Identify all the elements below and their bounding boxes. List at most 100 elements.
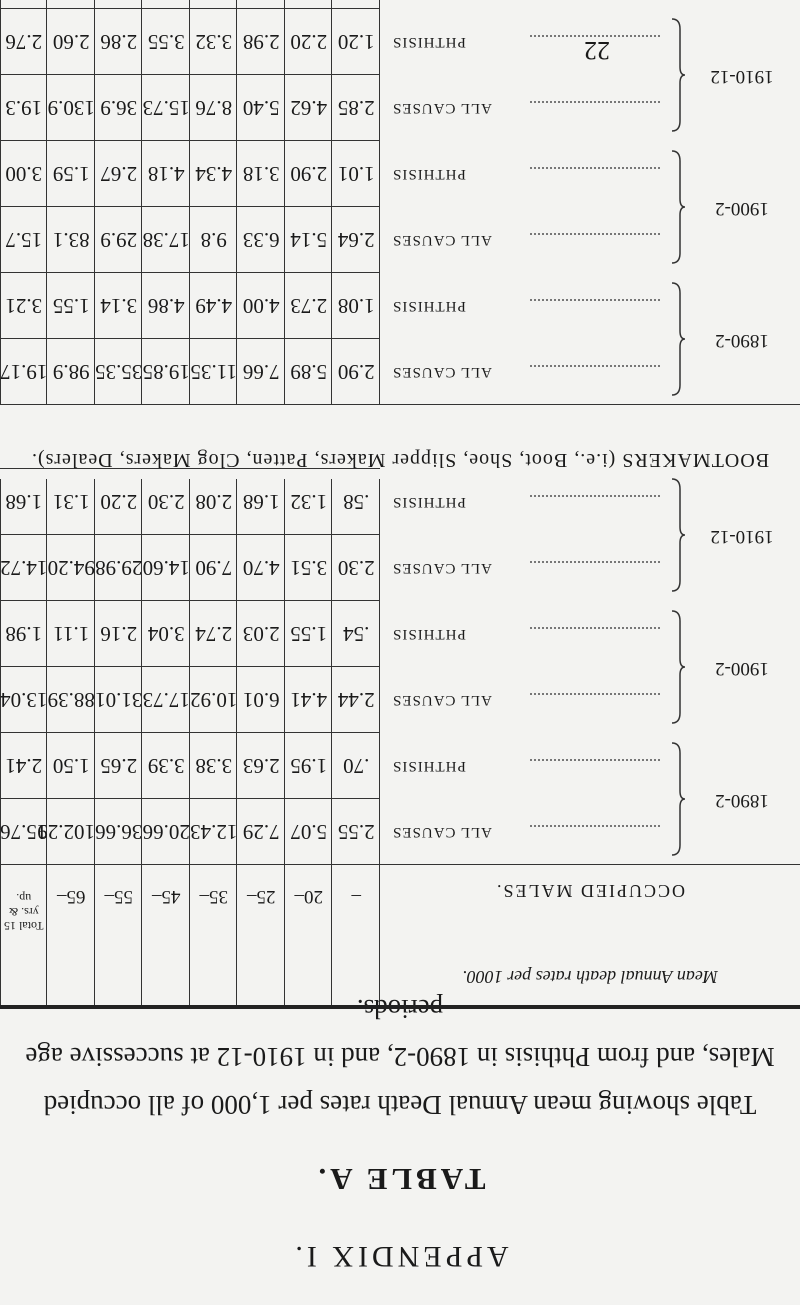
rate-cell: 3.04 bbox=[147, 622, 185, 646]
dot-leader bbox=[530, 495, 660, 497]
rate-cell: 2.85 bbox=[337, 96, 375, 120]
column-header: 45– bbox=[152, 886, 181, 907]
rate-cell: 5.07 bbox=[290, 820, 328, 844]
rate-cell: 1.95 bbox=[290, 754, 328, 778]
rate-cell: 6.33 bbox=[242, 228, 280, 252]
rate-cell: 2.76 bbox=[5, 30, 43, 54]
rate-cell: 2.65 bbox=[100, 754, 138, 778]
rate-cell: 83.1 bbox=[52, 228, 90, 252]
rate-cell: 4.00 bbox=[242, 294, 280, 318]
dot-leader bbox=[530, 825, 660, 827]
rate-cell: 10.92 bbox=[190, 688, 238, 712]
rate-cell: 2.86 bbox=[100, 30, 138, 54]
rate-cell: 12.43 bbox=[190, 820, 238, 844]
rate-cell: 130.9 bbox=[47, 96, 95, 120]
dot-leader bbox=[530, 101, 660, 103]
rate-cell: 2.03 bbox=[242, 622, 280, 646]
rate-cell: 2.16 bbox=[100, 622, 138, 646]
rate-cell: 1.55 bbox=[52, 294, 90, 318]
rate-cell: 88.39 bbox=[47, 688, 95, 712]
rate-cell: 1.20 bbox=[337, 30, 375, 54]
rate-cell: 2.63 bbox=[242, 754, 280, 778]
period-label: 1900-2 bbox=[715, 198, 769, 219]
period-label: 1900-2 bbox=[715, 658, 769, 679]
dot-leader bbox=[530, 365, 660, 367]
rate-cell: 4.62 bbox=[290, 96, 328, 120]
rate-cell: 6.01 bbox=[242, 688, 280, 712]
rate-cell: 1.50 bbox=[52, 754, 90, 778]
section-label: BOOTMAKERS (i.e., Boot, Shoe, Slipper Ma… bbox=[30, 449, 770, 471]
cause-label: PHTHISIS bbox=[392, 758, 466, 774]
brace bbox=[671, 478, 686, 592]
column-header: – bbox=[351, 886, 362, 907]
rate-cell: 14.60 bbox=[142, 556, 190, 580]
rate-cell: 1.68 bbox=[242, 490, 280, 514]
rate-cell: 1.32 bbox=[290, 490, 328, 514]
row-rule bbox=[0, 8, 380, 9]
rate-cell: 2.64 bbox=[337, 228, 375, 252]
brace bbox=[671, 282, 686, 396]
page-number: 22 bbox=[584, 36, 610, 65]
rate-cell: 9.8 bbox=[200, 228, 227, 252]
dot-leader bbox=[530, 759, 660, 761]
cause-label: PHTHISIS bbox=[392, 166, 466, 182]
rate-cell: 4.49 bbox=[195, 294, 233, 318]
period-label: 1910-12 bbox=[710, 526, 774, 547]
rate-cell: 2.30 bbox=[147, 490, 185, 514]
rate-cell: 102.29 bbox=[37, 820, 95, 844]
rate-cell: 4.86 bbox=[147, 294, 185, 318]
dot-leader bbox=[530, 35, 660, 37]
rate-cell: 4.34 bbox=[195, 162, 233, 186]
period-label: 1910-12 bbox=[710, 66, 774, 87]
brace bbox=[671, 18, 686, 132]
rate-cell: 1.68 bbox=[5, 490, 43, 514]
rate-cell: 2.30 bbox=[337, 556, 375, 580]
rate-cell: 3.55 bbox=[147, 30, 185, 54]
rate-cell: 17.38 bbox=[142, 228, 190, 252]
dot-leader bbox=[530, 693, 660, 695]
rate-cell: 19.85 bbox=[142, 360, 190, 384]
rate-cell: 19.3 bbox=[5, 96, 43, 120]
rate-cell: 4.70 bbox=[242, 556, 280, 580]
period-label: 1890-2 bbox=[715, 330, 769, 351]
rate-cell: 14.72 bbox=[0, 556, 48, 580]
rate-cell: 15.73 bbox=[142, 96, 190, 120]
rate-cell: 3.39 bbox=[147, 754, 185, 778]
cause-label: ALL CAUSES bbox=[392, 560, 492, 576]
stub-header: Mean Annual death rates per 1000. bbox=[462, 967, 718, 987]
rate-cell: 2.20 bbox=[290, 30, 328, 54]
rate-cell: 7.90 bbox=[195, 556, 233, 580]
rate-cell: 1.55 bbox=[290, 622, 328, 646]
rate-cell: 1.08 bbox=[337, 294, 375, 318]
rate-cell: 31.01 bbox=[95, 688, 143, 712]
rate-cell: 3.32 bbox=[195, 30, 233, 54]
rate-cell: 4.41 bbox=[290, 688, 328, 712]
rate-cell: .54 bbox=[343, 622, 370, 646]
column-header: Total 15 yrs. & up. bbox=[4, 891, 44, 933]
brace bbox=[671, 610, 686, 724]
rate-cell: 1.01 bbox=[337, 162, 375, 186]
period-label: 1890-2 bbox=[715, 790, 769, 811]
rate-cell: 15.7 bbox=[5, 228, 43, 252]
cause-label: PHTHISIS bbox=[392, 626, 466, 642]
rate-cell: 19.17 bbox=[0, 360, 48, 384]
rate-cell: 1.59 bbox=[52, 162, 90, 186]
dot-leader bbox=[530, 561, 660, 563]
cause-label: PHTHISIS bbox=[392, 298, 466, 314]
column-header: 55– bbox=[104, 886, 134, 907]
brace bbox=[671, 742, 686, 856]
rate-cell: 2.20 bbox=[100, 490, 138, 514]
rate-cell: .70 bbox=[343, 754, 370, 778]
rate-cell: 2.08 bbox=[195, 490, 233, 514]
rate-cell: 29.98 bbox=[95, 556, 143, 580]
rate-cell: .58 bbox=[343, 490, 370, 514]
rate-cell: 98.9 bbox=[52, 360, 90, 384]
rate-cell: 5.40 bbox=[242, 96, 280, 120]
rate-cell: 7.29 bbox=[242, 820, 280, 844]
dot-leader bbox=[530, 233, 660, 235]
rate-cell: 17.73 bbox=[142, 688, 190, 712]
section-label: OCCUPIED MALES. bbox=[495, 881, 686, 901]
rate-cell: 2.90 bbox=[337, 360, 375, 384]
rate-cell: 35.35 bbox=[95, 360, 143, 384]
